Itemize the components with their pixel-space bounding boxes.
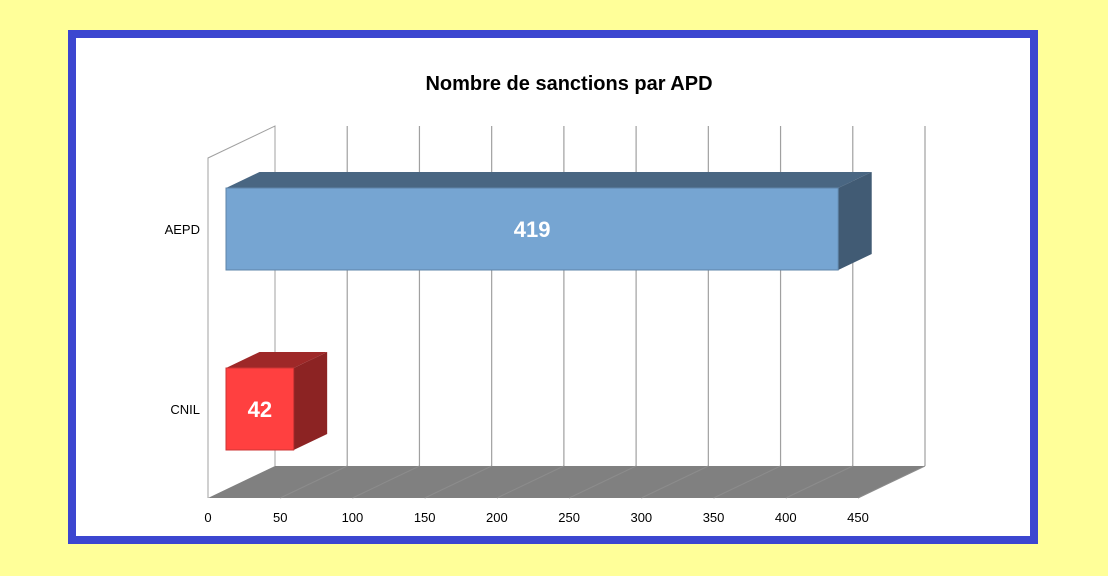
data-label: 42 bbox=[248, 397, 272, 422]
x-tick-label: 0 bbox=[204, 510, 211, 525]
side-wall bbox=[207, 125, 276, 498]
bars: 419 42 bbox=[225, 172, 872, 451]
category-labels: AEPD CNIL bbox=[165, 222, 200, 417]
x-tick-label: 350 bbox=[703, 510, 725, 525]
floor-line bbox=[713, 465, 781, 499]
x-tick-labels: 0 50 100 150 200 250 300 350 400 450 bbox=[204, 510, 868, 525]
category-label: AEPD bbox=[165, 222, 200, 237]
floor-line bbox=[352, 465, 420, 499]
x-tick-label: 300 bbox=[630, 510, 652, 525]
floor-line bbox=[496, 465, 565, 499]
chart-title: Nombre de sanctions par APD bbox=[425, 73, 712, 95]
data-label: 419 bbox=[514, 217, 551, 242]
floor-line bbox=[568, 465, 637, 499]
x-tick-label: 400 bbox=[775, 510, 797, 525]
bar bbox=[225, 367, 295, 451]
x-tick-label: 150 bbox=[414, 510, 436, 525]
chart-frame: Nombre de sanctions par APD 419 42 0 50 100… bbox=[68, 30, 1038, 544]
x-tick-label: 250 bbox=[558, 510, 580, 525]
floor-line bbox=[785, 465, 853, 499]
floor-line bbox=[641, 465, 709, 499]
floor-line bbox=[280, 465, 348, 499]
bar-chart: Nombre de sanctions par APD 419 42 0 50 100… bbox=[165, 73, 926, 525]
bar-top-face bbox=[226, 172, 872, 188]
bar bbox=[225, 187, 839, 271]
category-label: CNIL bbox=[170, 402, 200, 417]
bar-side-face bbox=[838, 172, 872, 270]
x-tick-label: 450 bbox=[847, 510, 869, 525]
bar-side-face bbox=[293, 352, 328, 450]
floor-line bbox=[857, 465, 926, 499]
x-tick-label: 200 bbox=[486, 510, 508, 525]
floor-line bbox=[424, 465, 492, 499]
floor-plane bbox=[208, 466, 925, 498]
x-tick-label: 100 bbox=[342, 510, 364, 525]
x-tick-label: 50 bbox=[273, 510, 287, 525]
bar-top-face bbox=[226, 352, 328, 368]
chart-floor bbox=[207, 125, 925, 498]
